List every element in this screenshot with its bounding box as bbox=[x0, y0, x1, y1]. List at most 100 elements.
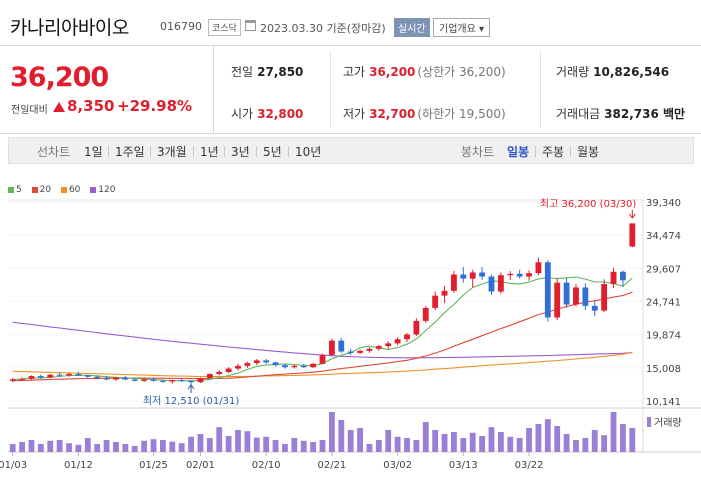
period-1y[interactable]: 1년 bbox=[200, 145, 219, 159]
candle bbox=[610, 271, 617, 285]
date-info: 2023.03.30 기준(장마감) bbox=[260, 22, 386, 35]
candle bbox=[9, 379, 16, 381]
candle bbox=[66, 374, 72, 376]
prev-close-cell: 전일 27,850 bbox=[231, 63, 303, 80]
up-triangle-icon bbox=[53, 102, 65, 112]
volume-bar bbox=[263, 436, 270, 452]
candle bbox=[225, 368, 232, 372]
volume-cell: 거래량 10,826,546 bbox=[556, 63, 669, 80]
candle bbox=[282, 365, 288, 368]
candle bbox=[554, 282, 561, 318]
candle bbox=[582, 287, 589, 306]
volume-bar bbox=[188, 436, 194, 452]
candle bbox=[357, 350, 363, 353]
calendar-icon bbox=[245, 20, 256, 31]
candle-daily[interactable]: 일봉 bbox=[507, 145, 530, 159]
volume-bar bbox=[282, 444, 288, 452]
candle bbox=[113, 377, 119, 380]
candle bbox=[291, 365, 298, 368]
volume-bar bbox=[37, 444, 44, 452]
candle-weekly[interactable]: 주봉 bbox=[542, 145, 565, 159]
volume-bar bbox=[47, 440, 54, 452]
volume-label: 거래량 bbox=[556, 65, 590, 79]
separator bbox=[570, 146, 571, 157]
realtime-button[interactable]: 실시간 bbox=[394, 18, 430, 37]
volume-bar bbox=[375, 440, 382, 452]
candle-chart-label: 봉차트 bbox=[461, 145, 495, 159]
low-cell: 저가 32,700 (하한가 19,500) bbox=[343, 105, 506, 122]
low-arrow-icon bbox=[187, 384, 195, 390]
x-tick-label: 01/12 bbox=[64, 460, 93, 471]
volume-bar bbox=[310, 442, 317, 452]
volume-bar bbox=[113, 442, 119, 452]
open-cell: 시가 32,800 bbox=[231, 105, 303, 122]
candle bbox=[404, 334, 410, 340]
volume-bar bbox=[253, 437, 260, 452]
y-tick-label: 19,874 bbox=[646, 331, 681, 342]
divider bbox=[330, 52, 331, 128]
candle bbox=[366, 348, 373, 351]
volume-bar bbox=[291, 438, 298, 452]
volume-bar bbox=[629, 428, 636, 452]
candle bbox=[479, 272, 486, 277]
period-10y[interactable]: 10년 bbox=[295, 145, 322, 159]
candle bbox=[535, 262, 542, 274]
period-1d[interactable]: 1일 bbox=[84, 145, 103, 159]
candle bbox=[338, 340, 345, 352]
candle bbox=[206, 374, 213, 379]
company-name: 카나리아바이오 bbox=[10, 17, 129, 39]
quote-panel: 36,200 전일대비 8,350 +29.98% 전일 27,850 고가 36,… bbox=[0, 46, 701, 134]
candle bbox=[347, 351, 354, 353]
candle bbox=[75, 374, 82, 376]
price-change-pct: +29.98% bbox=[117, 97, 193, 115]
period-1w[interactable]: 1주일 bbox=[115, 145, 145, 159]
volume-bar bbox=[535, 424, 542, 452]
candle bbox=[460, 274, 467, 279]
prev-close-value: 27,850 bbox=[257, 65, 304, 79]
volume-bar bbox=[366, 444, 373, 452]
volume-bar bbox=[338, 420, 345, 452]
candle bbox=[141, 379, 148, 381]
separator bbox=[535, 146, 536, 157]
line-chart-label: 선차트 bbox=[37, 145, 71, 159]
volume-bar bbox=[197, 434, 204, 452]
candle bbox=[188, 380, 194, 383]
y-tick-label: 24,741 bbox=[646, 297, 681, 308]
volume-bar bbox=[432, 430, 439, 452]
amount-value: 382,736 백만 bbox=[604, 107, 686, 121]
x-tick-label: 02/21 bbox=[317, 460, 346, 471]
volume-bar bbox=[347, 430, 354, 452]
volume-bar bbox=[357, 428, 363, 452]
volume-bar bbox=[84, 438, 91, 452]
candle bbox=[84, 375, 91, 377]
stock-code: 016790 bbox=[160, 20, 202, 33]
candle bbox=[169, 380, 176, 382]
candle-monthly[interactable]: 월봉 bbox=[577, 145, 600, 159]
volume-bar bbox=[225, 436, 232, 452]
volume-bar bbox=[328, 412, 335, 452]
volume-bar bbox=[272, 440, 279, 452]
candle bbox=[601, 284, 608, 311]
candle bbox=[375, 346, 382, 349]
period-3m[interactable]: 3개월 bbox=[157, 145, 187, 159]
volume-bar bbox=[19, 442, 25, 452]
y-tick-label: 39,340 bbox=[646, 198, 681, 209]
period-3y[interactable]: 3년 bbox=[231, 145, 250, 159]
candle bbox=[150, 379, 157, 381]
separator bbox=[150, 146, 151, 157]
candle bbox=[122, 377, 129, 380]
company-overview-dropdown[interactable]: 기업개요 ▾ bbox=[433, 18, 490, 37]
volume-bar bbox=[460, 438, 467, 452]
volume-bar bbox=[235, 430, 241, 452]
volume-value: 10,826,546 bbox=[593, 65, 670, 79]
volume-bar bbox=[516, 438, 523, 452]
volume-bar bbox=[206, 438, 213, 452]
candle bbox=[56, 374, 63, 376]
volume-bar bbox=[469, 432, 476, 452]
volume-bar bbox=[582, 438, 589, 452]
volume-bar bbox=[319, 440, 326, 452]
candle bbox=[178, 380, 185, 382]
ma60-line bbox=[12, 351, 633, 378]
period-5y[interactable]: 5년 bbox=[263, 145, 282, 159]
